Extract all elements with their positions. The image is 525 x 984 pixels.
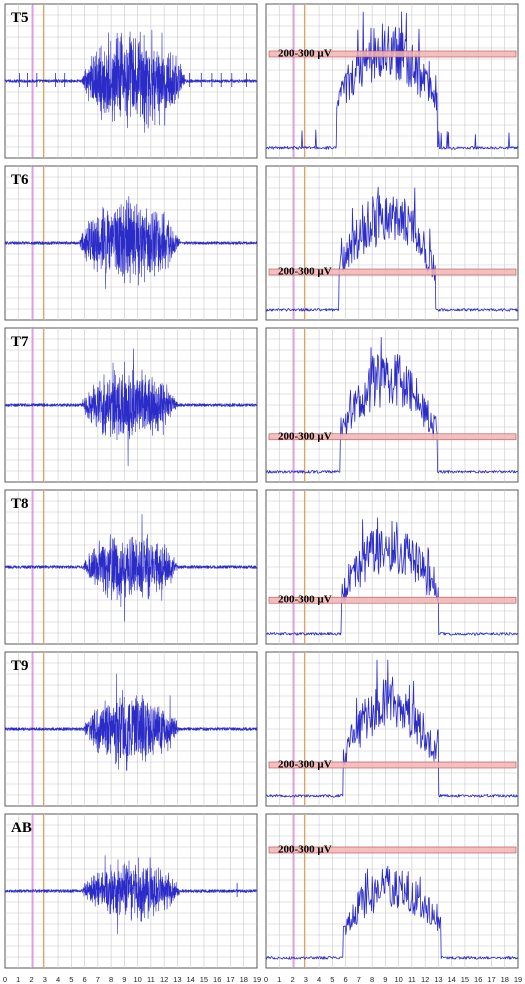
- x-axis-right: 0 1 2 3 4 5 6 7 8 9 10 11 12 13 14 15 16 17 18 19: [264, 975, 522, 984]
- threshold-band-label: 200-300 µV: [278, 266, 332, 278]
- x-tick-label: 15: [461, 975, 469, 984]
- raw-emg-trace: [4, 348, 258, 467]
- panel-label: T8: [11, 496, 29, 512]
- x-axis-left: 0 1 2 3 4 5 6 7 8 9 10 11 12 13 14 15 16 17 18 19: [3, 975, 261, 984]
- x-tick-label: 4: [317, 975, 321, 984]
- envelope-grid: [266, 490, 518, 644]
- panel-label: T9: [11, 658, 29, 674]
- threshold-band-label: 200-300 µV: [278, 594, 332, 606]
- envelope-trace: [265, 186, 519, 312]
- x-tick-label: 5: [69, 975, 73, 984]
- x-tick-label: 7: [357, 975, 361, 984]
- envelope-trace: [265, 659, 519, 798]
- panel-ab: AB 200-300 µV: [4, 813, 519, 969]
- raw-emg-trace: [4, 196, 258, 289]
- x-tick-label: 0: [3, 975, 7, 984]
- x-tick-label: 2: [29, 975, 33, 984]
- raw-emg-trace: [4, 855, 258, 935]
- x-tick-label: 4: [56, 975, 60, 984]
- x-tick-label: 18: [501, 975, 509, 984]
- panel-t5: T5 200-300 µV: [4, 3, 519, 159]
- panel-t6: T6 200-300 µV: [4, 165, 519, 321]
- x-tick-label: 13: [173, 975, 181, 984]
- x-tick-label: 14: [448, 975, 456, 984]
- x-tick-label: 7: [96, 975, 100, 984]
- x-tick-label: 10: [133, 975, 141, 984]
- threshold-band: [268, 596, 517, 604]
- x-tick-label: 0: [264, 975, 268, 984]
- x-tick-label: 12: [160, 975, 168, 984]
- x-tick-label: 5: [330, 975, 334, 984]
- x-tick-label: 16: [474, 975, 482, 984]
- envelope-trace: [265, 337, 519, 474]
- x-tick-label: 19: [514, 975, 522, 984]
- x-tick-label: 10: [394, 975, 402, 984]
- x-tick-label: 3: [304, 975, 308, 984]
- x-tick-label: 9: [383, 975, 387, 984]
- panel-label: AB: [11, 820, 32, 836]
- x-tick-label: 13: [434, 975, 442, 984]
- threshold-band-label: 200-300 µV: [278, 844, 332, 856]
- x-tick-label: 1: [16, 975, 20, 984]
- x-tick-label: 6: [82, 975, 86, 984]
- x-tick-label: 11: [408, 975, 416, 984]
- raw-emg-trace: [4, 673, 258, 771]
- threshold-band-label: 200-300 µV: [278, 430, 332, 442]
- x-tick-label: 1: [277, 975, 281, 984]
- envelope-grid: [266, 4, 518, 158]
- panel-label: T5: [11, 10, 29, 26]
- raw-emg-trace: [4, 514, 258, 622]
- x-tick-label: 14: [187, 975, 195, 984]
- x-tick-label: 12: [421, 975, 429, 984]
- threshold-band: [268, 50, 517, 58]
- x-tick-label: 6: [343, 975, 347, 984]
- threshold-band-label: 200-300 µV: [278, 48, 332, 60]
- x-tick-label: 17: [487, 975, 495, 984]
- threshold-band-label: 200-300 µV: [278, 759, 332, 771]
- envelope-trace: [265, 517, 519, 636]
- x-tick-label: 16: [213, 975, 221, 984]
- x-tick-label: 8: [109, 975, 113, 984]
- x-tick-label: 11: [147, 975, 155, 984]
- threshold-band: [268, 761, 517, 769]
- x-tick-label: 3: [43, 975, 47, 984]
- threshold-band: [268, 846, 517, 854]
- x-tick-label: 15: [200, 975, 208, 984]
- x-tick-label: 9: [122, 975, 126, 984]
- raw-emg-trace: [4, 29, 258, 133]
- x-tick-label: 2: [290, 975, 294, 984]
- threshold-band: [268, 433, 517, 441]
- x-tick-label: 18: [240, 975, 248, 984]
- threshold-band: [268, 268, 517, 276]
- panel-t7: T7 200-300 µV: [4, 327, 519, 483]
- x-tick-label: 17: [226, 975, 234, 984]
- envelope-grid: [266, 328, 518, 482]
- panel-label: T7: [11, 334, 29, 350]
- panel-t9: T9 200-300 µV: [4, 651, 519, 807]
- envelope-trace: [265, 865, 519, 960]
- x-tick-label: 19: [253, 975, 261, 984]
- envelope-trace: [265, 11, 519, 150]
- panel-label: T6: [11, 172, 29, 188]
- envelope-grid: [266, 814, 518, 968]
- panel-t8: T8 200-300 µV: [4, 489, 519, 645]
- x-tick-label: 8: [370, 975, 374, 984]
